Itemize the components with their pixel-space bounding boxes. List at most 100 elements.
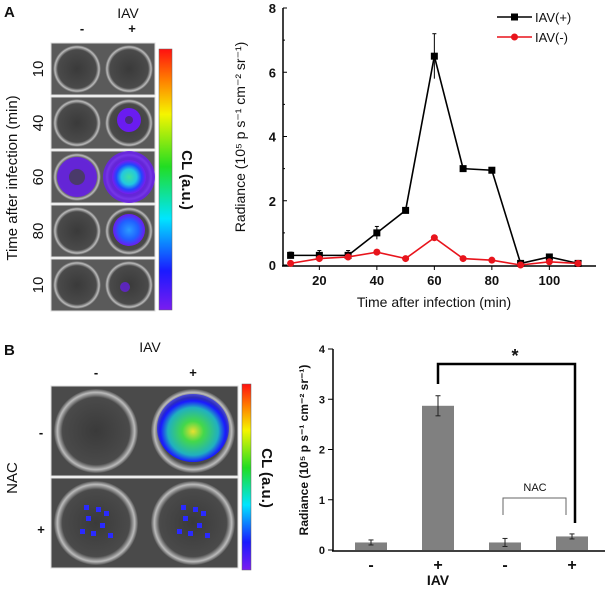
nac-group-label: NAC <box>523 482 546 494</box>
data-point <box>315 255 323 263</box>
panel-b-colorbar-label: CL (a.u.) <box>258 448 275 508</box>
chart-b-xlabel: IAV <box>427 572 450 588</box>
y-tick-label: 2 <box>319 445 325 457</box>
panel-a-col-plus: + <box>128 21 136 36</box>
luminescence-dot <box>193 507 198 512</box>
panel-b-row-plus: + <box>37 522 45 537</box>
row-label-time: 10 <box>30 61 47 78</box>
data-point <box>287 251 295 259</box>
nac-bracket <box>502 497 567 515</box>
luminescence-dot <box>201 511 206 516</box>
significance-star: * <box>511 346 518 366</box>
data-point <box>373 248 381 256</box>
y-tick-label: 0 <box>269 258 276 273</box>
bar <box>422 405 454 550</box>
panel-b-iav-header: IAV <box>139 339 161 355</box>
luminescence-dot <box>183 516 188 521</box>
panel-b-nac-label: NAC <box>4 462 21 494</box>
luminescence-dot <box>100 523 105 528</box>
bar-chart: Radiance (10⁵ p s⁻¹ cm⁻² sr⁻¹) IAV * NAC… <box>297 344 605 588</box>
data-point <box>287 259 295 267</box>
well <box>53 207 101 255</box>
luminescence-dot <box>197 523 202 528</box>
data-point <box>545 253 553 261</box>
luminescence-dot <box>104 511 109 516</box>
luminescence-dot <box>188 531 193 536</box>
data-point <box>488 166 496 174</box>
well <box>53 99 101 147</box>
data-point <box>402 255 410 263</box>
luminescence-signal <box>157 394 229 462</box>
x-tick-label: - <box>368 557 373 574</box>
x-tick-label: 40 <box>370 273 384 288</box>
data-point <box>402 206 410 214</box>
x-tick-label: 60 <box>427 273 441 288</box>
chart-a-ylabel: Radiance (10⁵ p s⁻¹ cm⁻² sr⁻¹) <box>232 42 248 233</box>
x-tick-label: 100 <box>538 273 560 288</box>
legend-iav-neg: IAV(-) <box>535 30 568 45</box>
row-label-time: 60 <box>30 169 47 186</box>
panel-a-iav-header: IAV <box>117 5 139 21</box>
well <box>54 481 138 565</box>
data-point <box>517 261 525 269</box>
well <box>151 481 235 565</box>
chart-b-ylabel: Radiance (10⁵ p s⁻¹ cm⁻² sr⁻¹) <box>297 365 311 536</box>
y-tick-label: 3 <box>319 394 325 406</box>
well <box>53 45 101 93</box>
luminescence-signal <box>113 214 145 246</box>
legend-marker-iav-neg <box>511 33 518 41</box>
data-point <box>459 255 467 263</box>
luminescence-dot <box>86 516 91 521</box>
y-tick-label: 1 <box>319 495 325 507</box>
well <box>53 261 101 309</box>
x-tick-label: + <box>567 557 576 574</box>
row-label-time: 80 <box>30 223 47 240</box>
y-tick-label: 4 <box>269 130 277 145</box>
data-point <box>373 229 381 237</box>
chart-a-xlabel: Time after infection (min) <box>357 294 511 310</box>
panel-a-col-minus: - <box>80 21 84 36</box>
well <box>54 389 138 473</box>
luminescence-dot <box>181 505 186 510</box>
panel-a-colorbar-label: CL (a.u.) <box>178 150 195 210</box>
bar <box>556 536 588 550</box>
legend-iav-pos: IAV(+) <box>535 10 571 25</box>
y-tick-label: 0 <box>319 545 325 557</box>
data-point <box>430 52 438 60</box>
line-chart: Radiance (10⁵ p s⁻¹ cm⁻² sr⁻¹) Time afte… <box>232 1 596 310</box>
data-point <box>488 256 496 264</box>
luminescence-center <box>69 169 85 185</box>
data-point <box>344 253 352 261</box>
y-tick-label: 4 <box>319 344 326 356</box>
panel-b-colorbar <box>241 383 252 571</box>
luminescence-signal <box>120 282 130 292</box>
bar <box>355 542 387 550</box>
x-tick-label: + <box>433 557 442 574</box>
panel-a-letter: A <box>4 4 15 21</box>
luminescence-center <box>125 116 133 124</box>
data-point <box>430 234 438 242</box>
panel-a-colorbar <box>158 48 173 311</box>
luminescence-dot <box>80 529 85 534</box>
x-tick-label: 80 <box>485 273 499 288</box>
panel-b-col-plus: + <box>189 365 197 380</box>
legend-marker-iav-pos <box>511 13 518 21</box>
luminescence-dot <box>108 533 113 538</box>
luminescence-dot <box>84 505 89 510</box>
panel-a-well-images <box>50 42 156 312</box>
x-tick-label: - <box>502 557 507 574</box>
significance-bracket <box>436 362 577 523</box>
panel-b-col-minus: - <box>94 365 98 380</box>
y-tick-label: 6 <box>269 65 276 80</box>
data-point <box>545 258 553 266</box>
y-tick-label: 8 <box>269 1 276 16</box>
data-point <box>574 259 582 267</box>
panel-b-well-images <box>50 385 239 569</box>
panel-a-row-axis-label: Time after infection (min) <box>4 95 21 260</box>
panel-b-letter: B <box>4 342 15 359</box>
luminescence-dot <box>91 531 96 536</box>
data-point <box>459 165 467 173</box>
luminescence-signal <box>112 160 146 194</box>
series-line-iav-pos <box>290 55 579 265</box>
